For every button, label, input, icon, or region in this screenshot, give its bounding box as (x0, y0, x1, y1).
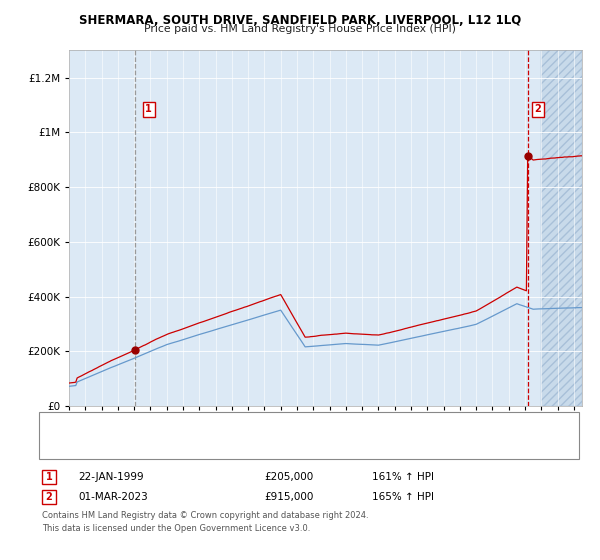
Text: 2: 2 (535, 104, 541, 114)
Text: 1: 1 (145, 104, 152, 114)
Text: HPI: Average price, detached house, Liverpool: HPI: Average price, detached house, Live… (96, 440, 305, 449)
Text: 01-MAR-2023: 01-MAR-2023 (78, 492, 148, 502)
Bar (42, 491, 56, 504)
Text: SHERMARA, SOUTH DRIVE, SANDFIELD PARK, LIVERPOOL, L12 1LQ: SHERMARA, SOUTH DRIVE, SANDFIELD PARK, L… (79, 14, 521, 27)
Text: £915,000: £915,000 (264, 492, 313, 502)
Text: 22-JAN-1999: 22-JAN-1999 (78, 472, 143, 482)
Text: 165% ↑ HPI: 165% ↑ HPI (372, 492, 434, 502)
Text: SHERMARA, SOUTH DRIVE, SANDFIELD PARK, LIVERPOOL, L12 1LQ (detached house): SHERMARA, SOUTH DRIVE, SANDFIELD PARK, L… (96, 422, 477, 431)
Text: Price paid vs. HM Land Registry's House Price Index (HPI): Price paid vs. HM Land Registry's House … (144, 24, 456, 34)
Text: Contains HM Land Registry data © Crown copyright and database right 2024.
This d: Contains HM Land Registry data © Crown c… (42, 511, 368, 533)
Text: 1: 1 (46, 472, 52, 482)
Bar (541, 50, 582, 406)
Text: 2: 2 (46, 492, 52, 502)
Text: 161% ↑ HPI: 161% ↑ HPI (372, 472, 434, 482)
Text: £205,000: £205,000 (264, 472, 313, 482)
Bar (42, 470, 56, 484)
